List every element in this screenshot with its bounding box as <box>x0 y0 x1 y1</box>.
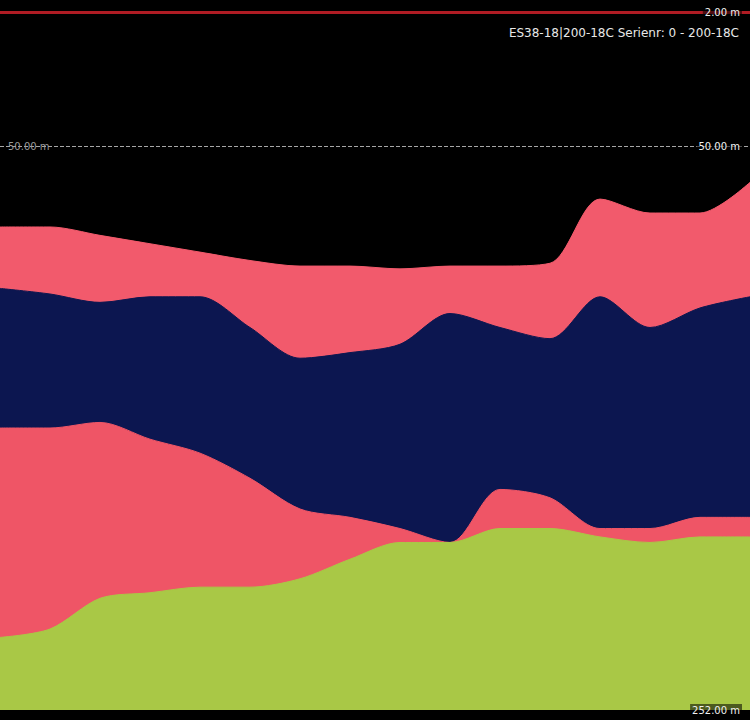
svg-text:50.00 m: 50.00 m <box>8 141 50 152</box>
svg-text:ES38-18|200-18C Serienr: 0 - 2: ES38-18|200-18C Serienr: 0 - 200-18C <box>509 26 739 40</box>
svg-text:50.00 m: 50.00 m <box>698 141 740 152</box>
svg-text:2.00 m: 2.00 m <box>705 7 740 18</box>
svg-text:252.00 m: 252.00 m <box>692 705 740 716</box>
